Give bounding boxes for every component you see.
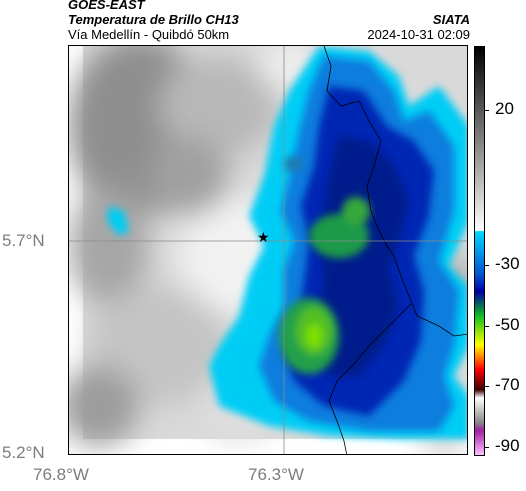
timestamp: 2024-10-31 02:09 [367,27,470,42]
org-label: SIATA [432,12,470,27]
lon-tick-label: 76.8°W [33,465,89,484]
colorbar-tick [485,326,489,327]
colorbar-tick [485,265,489,266]
map-product: Temperatura de Brillo CH13 [68,12,239,27]
lat-tick-label: 5.2°N [2,443,45,462]
colorbar-tick-label: -70 [495,375,520,394]
map-subtitle: Vía Medellín - Quibdó 50km [68,27,230,42]
colorbar-tick-label: -30 [495,254,520,273]
map-title: GOES-EAST [68,0,145,12]
star-icon: ★ [257,229,270,245]
colorbar-gradient [475,47,484,455]
colorbar-tick-label: 20 [495,99,514,118]
colorbar-tick-label: -90 [495,436,520,455]
satellite-map: ★ [68,45,468,455]
lon-tick-label: 76.3°W [248,465,304,484]
lat-tick-label: 5.7°N [2,231,45,250]
colorbar [474,46,485,456]
colorbar-tick-label: -50 [495,315,520,334]
colorbar-tick [485,386,489,387]
colorbar-tick [485,110,489,111]
colorbar-tick [485,447,489,448]
satellite-image [69,46,467,454]
